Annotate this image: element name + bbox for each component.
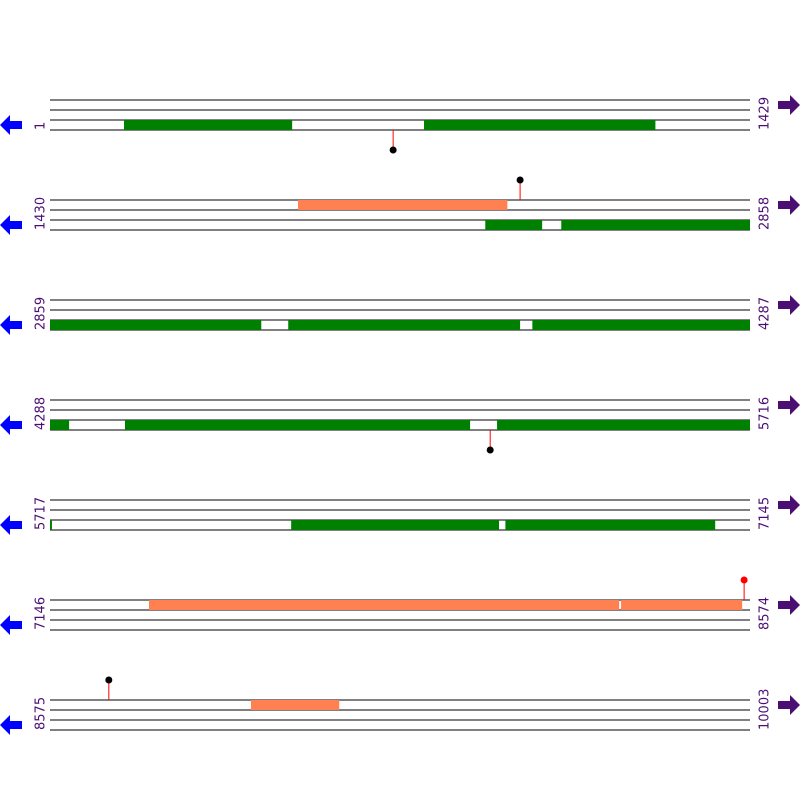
start-label: 8575 (34, 697, 49, 730)
left-arrow (0, 315, 22, 335)
left-arrow (0, 115, 22, 135)
start-label: 1430 (34, 197, 49, 230)
feature (561, 220, 750, 230)
feature (149, 600, 620, 610)
left-arrow (0, 615, 22, 635)
left-arrow (0, 515, 22, 535)
right-arrow (778, 295, 800, 315)
feature (125, 420, 471, 430)
end-label: 10003 (758, 689, 773, 730)
marker (389, 146, 397, 154)
right-arrow (778, 695, 800, 715)
start-label: 5717 (34, 497, 49, 530)
feature (50, 420, 70, 430)
feature (291, 520, 500, 530)
feature (298, 200, 508, 210)
end-label: 1429 (758, 97, 773, 130)
feature (532, 320, 750, 330)
right-arrow (778, 95, 800, 115)
feature (485, 220, 543, 230)
start-label: 2859 (34, 297, 49, 330)
right-arrow (778, 595, 800, 615)
right-arrow (778, 395, 800, 415)
left-arrow (0, 215, 22, 235)
feature (124, 120, 293, 130)
feature (250, 700, 340, 710)
start-label: 4288 (34, 397, 49, 430)
feature (621, 600, 743, 610)
start-label: 7146 (34, 597, 49, 630)
end-label: 5716 (758, 397, 773, 430)
left-arrow (0, 715, 22, 735)
feature (50, 320, 262, 330)
marker (105, 676, 113, 684)
feature (50, 520, 52, 530)
marker (486, 446, 494, 454)
left-arrow (0, 415, 22, 435)
start-label: 1 (34, 122, 49, 130)
end-label: 8574 (758, 597, 773, 630)
right-arrow (778, 195, 800, 215)
end-label: 4287 (758, 297, 773, 330)
feature (288, 320, 521, 330)
end-label: 2858 (758, 197, 773, 230)
feature (424, 120, 656, 130)
marker (516, 176, 524, 184)
feature (505, 520, 716, 530)
end-label: 7145 (758, 497, 773, 530)
feature (497, 420, 750, 430)
marker (740, 576, 748, 584)
right-arrow (778, 495, 800, 515)
